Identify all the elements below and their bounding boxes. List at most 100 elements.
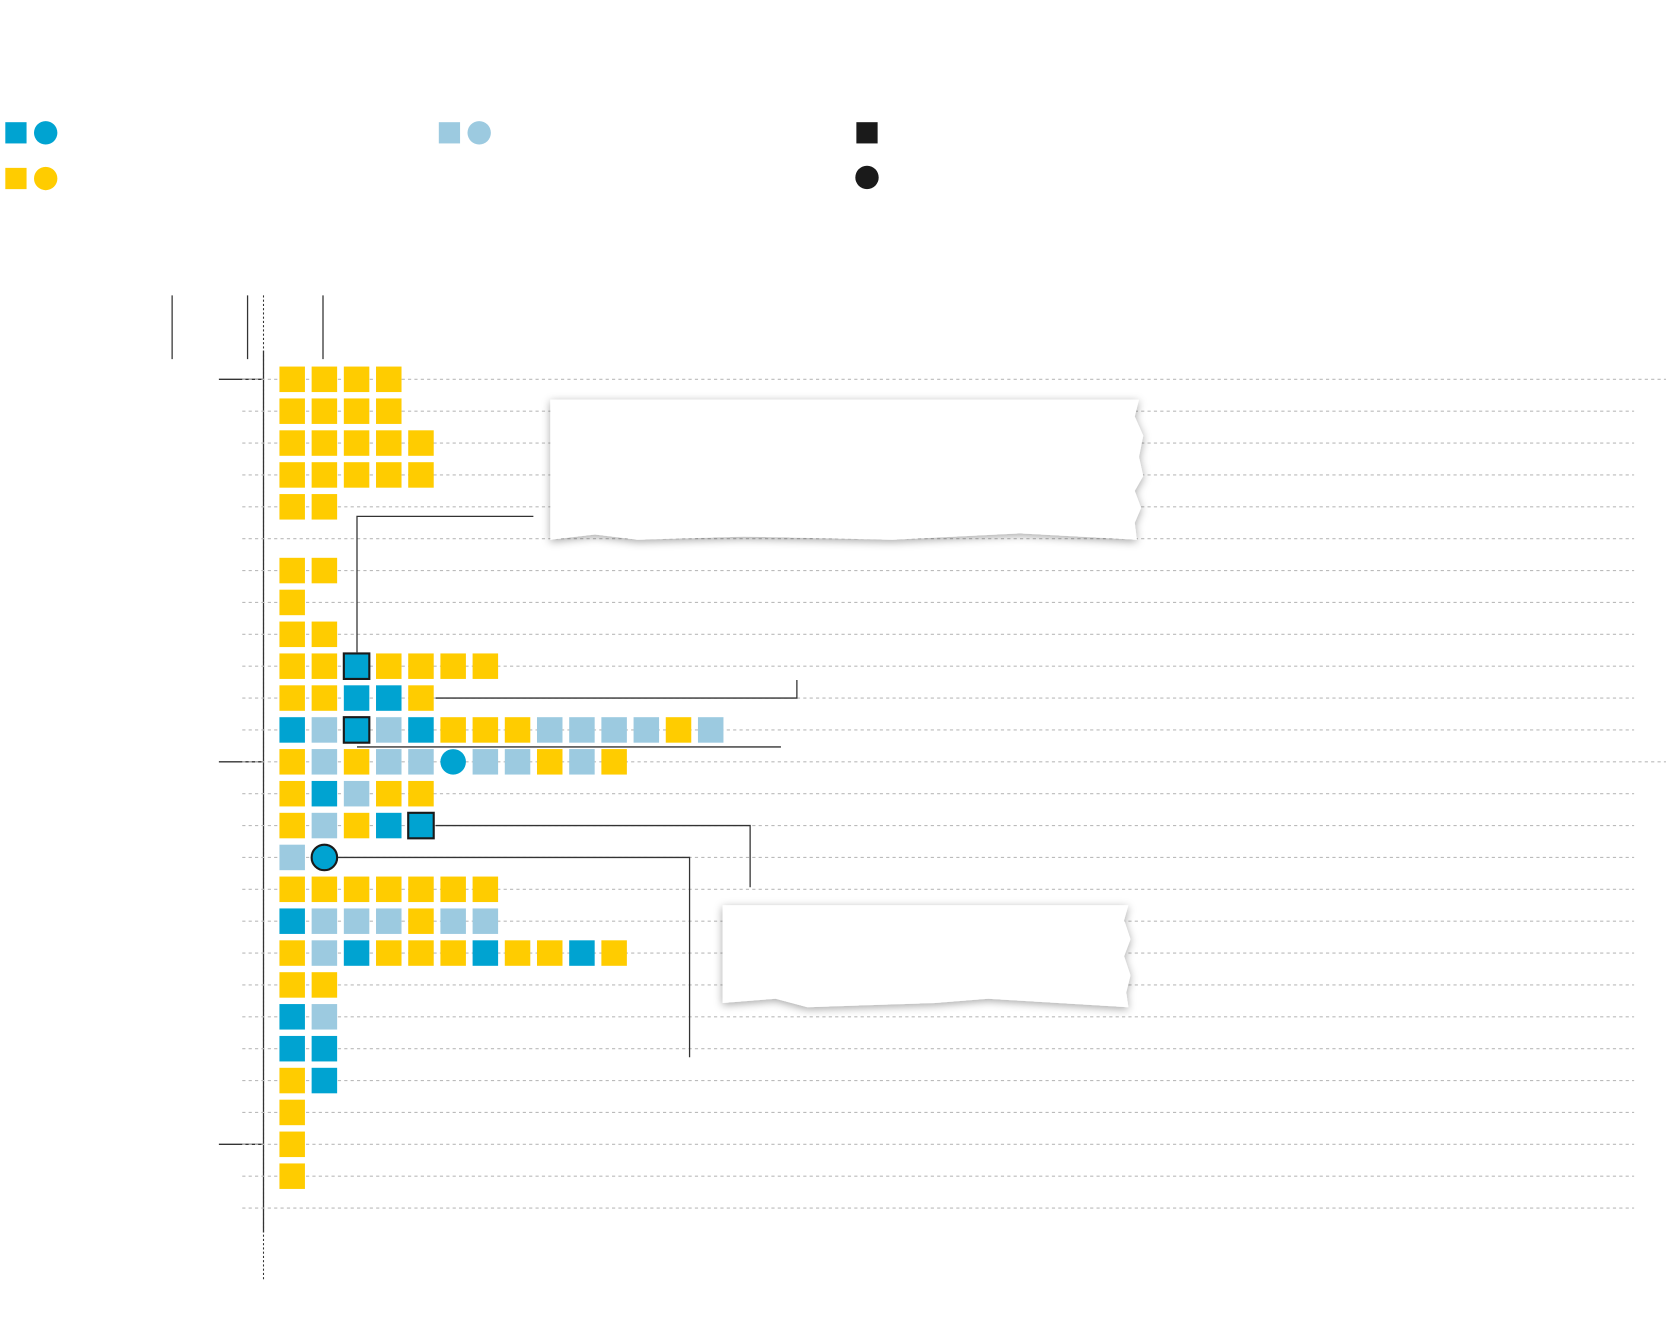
- marker: [311, 653, 338, 679]
- marker: [536, 940, 563, 966]
- marker: [408, 717, 434, 743]
- marker: [601, 717, 627, 743]
- marker: [279, 462, 305, 488]
- marker: [472, 717, 499, 743]
- marker: [279, 589, 305, 616]
- marker: [311, 1067, 338, 1094]
- marker: [311, 1004, 338, 1030]
- leader-line: [337, 856, 691, 1058]
- marker: [408, 653, 434, 679]
- marker: [279, 717, 305, 743]
- marker: [343, 876, 370, 903]
- legend-swatch: [855, 165, 879, 190]
- marker: [440, 717, 466, 743]
- marker: [279, 653, 305, 679]
- marker: [279, 557, 305, 584]
- marker: [279, 940, 305, 966]
- marker: [310, 843, 339, 872]
- marker: [311, 494, 338, 520]
- marker: [279, 1131, 305, 1158]
- marker: [311, 940, 338, 966]
- marker: [279, 1163, 305, 1189]
- marker: [569, 940, 595, 966]
- marker: [279, 1004, 305, 1030]
- marker: [376, 462, 402, 488]
- marker: [601, 940, 627, 966]
- marker: [279, 908, 305, 934]
- marker: [311, 398, 338, 424]
- marker: [569, 717, 595, 743]
- marker: [665, 717, 692, 743]
- marker: [376, 430, 402, 456]
- marker: [536, 749, 563, 775]
- marker: [279, 1035, 305, 1062]
- marker: [311, 430, 338, 456]
- marker: [472, 876, 499, 903]
- marker: [343, 462, 370, 488]
- marker: [343, 780, 370, 807]
- leader-line: [435, 680, 798, 699]
- marker: [311, 557, 338, 584]
- marker: [376, 717, 402, 743]
- marker: [376, 812, 402, 839]
- marker: [343, 812, 370, 839]
- marker: [311, 462, 338, 488]
- marker: [408, 462, 434, 488]
- marker: [342, 652, 371, 680]
- marker: [311, 749, 338, 775]
- marker: [472, 908, 499, 934]
- legend-swatch: [34, 121, 58, 145]
- note-box: [550, 399, 1144, 540]
- marker: [407, 811, 435, 840]
- marker: [376, 749, 402, 775]
- marker: [311, 812, 338, 839]
- marker: [440, 940, 466, 966]
- marker: [504, 749, 531, 775]
- legend: [5, 121, 879, 191]
- marker: [343, 430, 370, 456]
- marker: [376, 398, 402, 424]
- marker: [569, 749, 595, 775]
- marker: [279, 749, 305, 775]
- marker: [311, 1035, 338, 1062]
- marker: [376, 685, 402, 711]
- marker: [343, 366, 370, 393]
- marker: [311, 685, 338, 711]
- marker: [311, 366, 338, 393]
- marker: [376, 876, 402, 903]
- marker: [440, 653, 466, 679]
- marker: [279, 430, 305, 456]
- legend-swatch: [34, 166, 58, 191]
- marker: [311, 717, 338, 743]
- marker: [279, 780, 305, 807]
- marker: [472, 749, 499, 775]
- marks: [279, 366, 724, 1189]
- marker: [279, 876, 305, 903]
- leaders: [337, 515, 798, 1058]
- marker: [343, 749, 370, 775]
- marker: [279, 685, 305, 711]
- marker: [376, 940, 402, 966]
- marker: [311, 780, 338, 807]
- note-box: [722, 905, 1131, 1008]
- marker: [311, 908, 338, 934]
- marker: [311, 621, 338, 648]
- legend-swatch: [5, 167, 27, 190]
- marker: [279, 366, 305, 393]
- marker: [504, 940, 531, 966]
- marker: [440, 749, 466, 775]
- marker: [279, 812, 305, 839]
- marker: [279, 1067, 305, 1094]
- marker: [408, 876, 434, 903]
- marker: [472, 653, 499, 679]
- marker: [408, 685, 434, 711]
- marker: [408, 780, 434, 807]
- marker: [376, 908, 402, 934]
- legend-swatch: [467, 121, 491, 145]
- marker: [633, 717, 660, 743]
- marker: [440, 908, 466, 934]
- marker: [342, 716, 371, 744]
- marker: [311, 876, 338, 903]
